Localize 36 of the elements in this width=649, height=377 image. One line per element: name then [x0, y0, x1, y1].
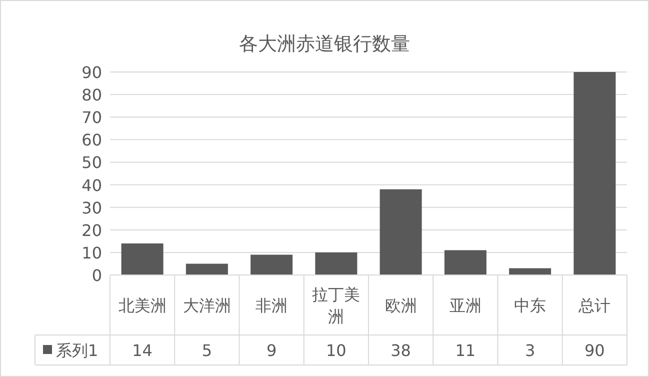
y-tick-label: 50	[82, 153, 102, 172]
data-label: 38	[390, 341, 411, 360]
bar	[250, 254, 293, 275]
y-tick-label: 30	[82, 198, 102, 218]
data-label: 3	[524, 341, 536, 360]
bar	[509, 268, 552, 275]
y-tick-label: 0	[92, 266, 102, 285]
data-label: 9	[266, 341, 277, 360]
y-tick-label: 10	[82, 243, 102, 262]
y-tick-label: 80	[82, 86, 102, 105]
y-tick-label: 70	[82, 108, 102, 128]
data-label: 11	[455, 341, 476, 360]
y-tick-label: 60	[82, 130, 102, 150]
x-tick-label: 欧洲	[384, 296, 417, 315]
x-tick-label: 总计	[578, 296, 611, 315]
bar	[186, 264, 228, 275]
bar	[121, 243, 164, 275]
x-tick-label: 拉丁美洲	[312, 285, 360, 326]
legend-label: 系列1	[56, 341, 98, 360]
x-tick-label: 中东	[514, 296, 546, 315]
x-tick-label: 亚洲	[449, 296, 482, 315]
data-label: 10	[326, 341, 346, 360]
x-tick-label: 北美洲	[118, 296, 166, 315]
bar	[380, 189, 422, 275]
x-tick-label: 非洲	[256, 296, 288, 315]
bar	[444, 250, 486, 275]
chart-title: 各大洲赤道银行数量	[239, 33, 410, 55]
y-tick-label: 40	[82, 176, 102, 195]
y-tick-label: 20	[82, 220, 102, 240]
data-label: 5	[202, 341, 212, 360]
data-label: 90	[584, 341, 605, 360]
data-label: 14	[132, 341, 152, 360]
bar	[574, 72, 616, 275]
bar	[315, 252, 358, 275]
y-tick-label: 90	[82, 63, 102, 82]
x-tick-label: 大洋洲	[182, 296, 231, 315]
